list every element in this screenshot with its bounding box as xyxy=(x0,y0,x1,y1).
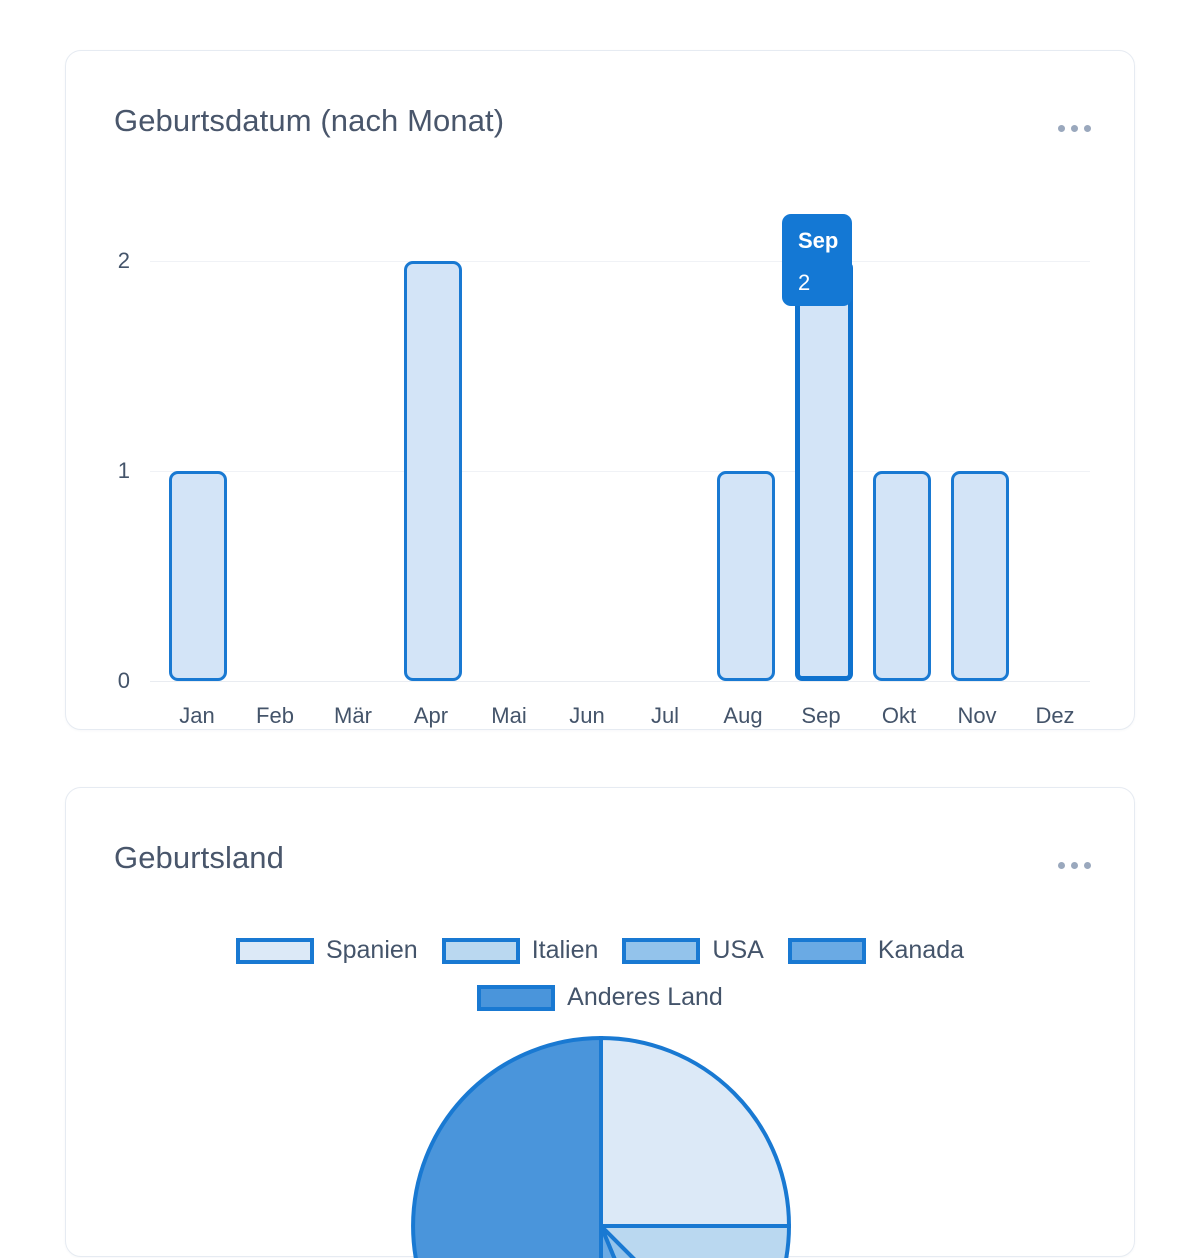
legend-label: Kanada xyxy=(877,936,965,964)
x-tick-okt: Okt xyxy=(881,703,917,728)
x-tick-apr: Apr xyxy=(413,703,449,728)
x-tick-feb: Feb xyxy=(256,703,294,728)
page-title: Geburtsland xyxy=(114,840,284,875)
legend-item-spanien[interactable]: Spanien xyxy=(235,936,418,965)
legend-label: Spanien xyxy=(325,936,418,964)
legend-item-italien[interactable]: Italien xyxy=(441,936,599,965)
gridline-1 xyxy=(150,471,1090,472)
axis-baseline xyxy=(150,681,1090,682)
legend-swatch-icon xyxy=(787,937,866,964)
dashboard-page: Geburtsdatum (nach Monat) 2 1 0 xyxy=(65,50,1135,1258)
kebab-dot xyxy=(1083,861,1091,869)
kebab-menu-icon[interactable] xyxy=(1052,854,1096,876)
y-tick-label: 1 xyxy=(117,458,130,483)
gridline-2 xyxy=(150,261,1090,262)
y-tick-label: 0 xyxy=(117,668,130,693)
legend-item-usa[interactable]: USA xyxy=(622,936,764,965)
kebab-dot xyxy=(1070,124,1078,132)
card-geburtsdatum: Geburtsdatum (nach Monat) 2 1 0 xyxy=(65,50,1135,730)
legend-swatch-icon xyxy=(235,937,314,964)
kebab-menu-icon[interactable] xyxy=(1052,117,1096,139)
card-header: Geburtsdatum (nach Monat) xyxy=(66,51,1134,161)
kebab-dot xyxy=(1070,861,1078,869)
pie-chart xyxy=(66,1036,1136,1258)
legend-label: Anderes Land xyxy=(567,983,723,1011)
x-tick-jan: Jan xyxy=(179,703,215,728)
kebab-dot xyxy=(1083,124,1091,132)
card-geburtsland: Geburtsland Spanien Italien USA xyxy=(65,787,1136,1258)
bar-aug[interactable] xyxy=(717,471,775,681)
page-title: Geburtsdatum (nach Monat) xyxy=(114,103,505,138)
kebab-dot xyxy=(1057,124,1065,132)
x-tick-nov: Nov xyxy=(957,703,997,728)
legend-swatch-icon xyxy=(622,937,701,964)
legend-swatch-icon xyxy=(441,937,520,964)
kebab-dot xyxy=(1057,861,1065,869)
pie-svg xyxy=(411,1036,791,1258)
x-tick-jun: Jun xyxy=(569,703,605,728)
legend-label: USA xyxy=(712,936,764,964)
bar-chart: 2 1 0 Sep 2 Jan Feb Mär Apr Mai Jun Jul … xyxy=(66,51,1136,731)
x-tick-dez: Dez xyxy=(1035,703,1075,728)
bar-sep[interactable] xyxy=(795,261,853,681)
x-tick-jul: Jul xyxy=(650,703,680,728)
legend-row: Spanien Italien USA Kanada xyxy=(126,936,1074,965)
legend-row: Anderes Land xyxy=(126,983,1074,1012)
x-tick-maer: Mär xyxy=(334,703,372,728)
legend-label: Italien xyxy=(531,936,599,964)
legend-item-anderes-land[interactable]: Anderes Land xyxy=(477,983,723,1012)
pie-slice-spanien[interactable] xyxy=(599,1036,791,1228)
bar-apr[interactable] xyxy=(404,261,462,681)
x-tick-mai: Mai xyxy=(491,703,527,728)
x-tick-aug: Aug xyxy=(723,703,763,728)
pie-slice-anderes-land[interactable] xyxy=(411,1036,603,1258)
bar-jan[interactable] xyxy=(169,471,227,681)
bar-okt[interactable] xyxy=(873,471,931,681)
bar-nov[interactable] xyxy=(951,471,1009,681)
x-tick-sep: Sep xyxy=(801,703,841,728)
tooltip-label: Sep xyxy=(798,228,839,253)
y-tick-label: 2 xyxy=(117,248,130,273)
card-header: Geburtsland xyxy=(66,788,1134,898)
legend-item-kanada[interactable]: Kanada xyxy=(787,936,965,965)
legend-swatch-icon xyxy=(477,984,556,1011)
pie-legend: Spanien Italien USA Kanada And xyxy=(66,936,1134,1012)
